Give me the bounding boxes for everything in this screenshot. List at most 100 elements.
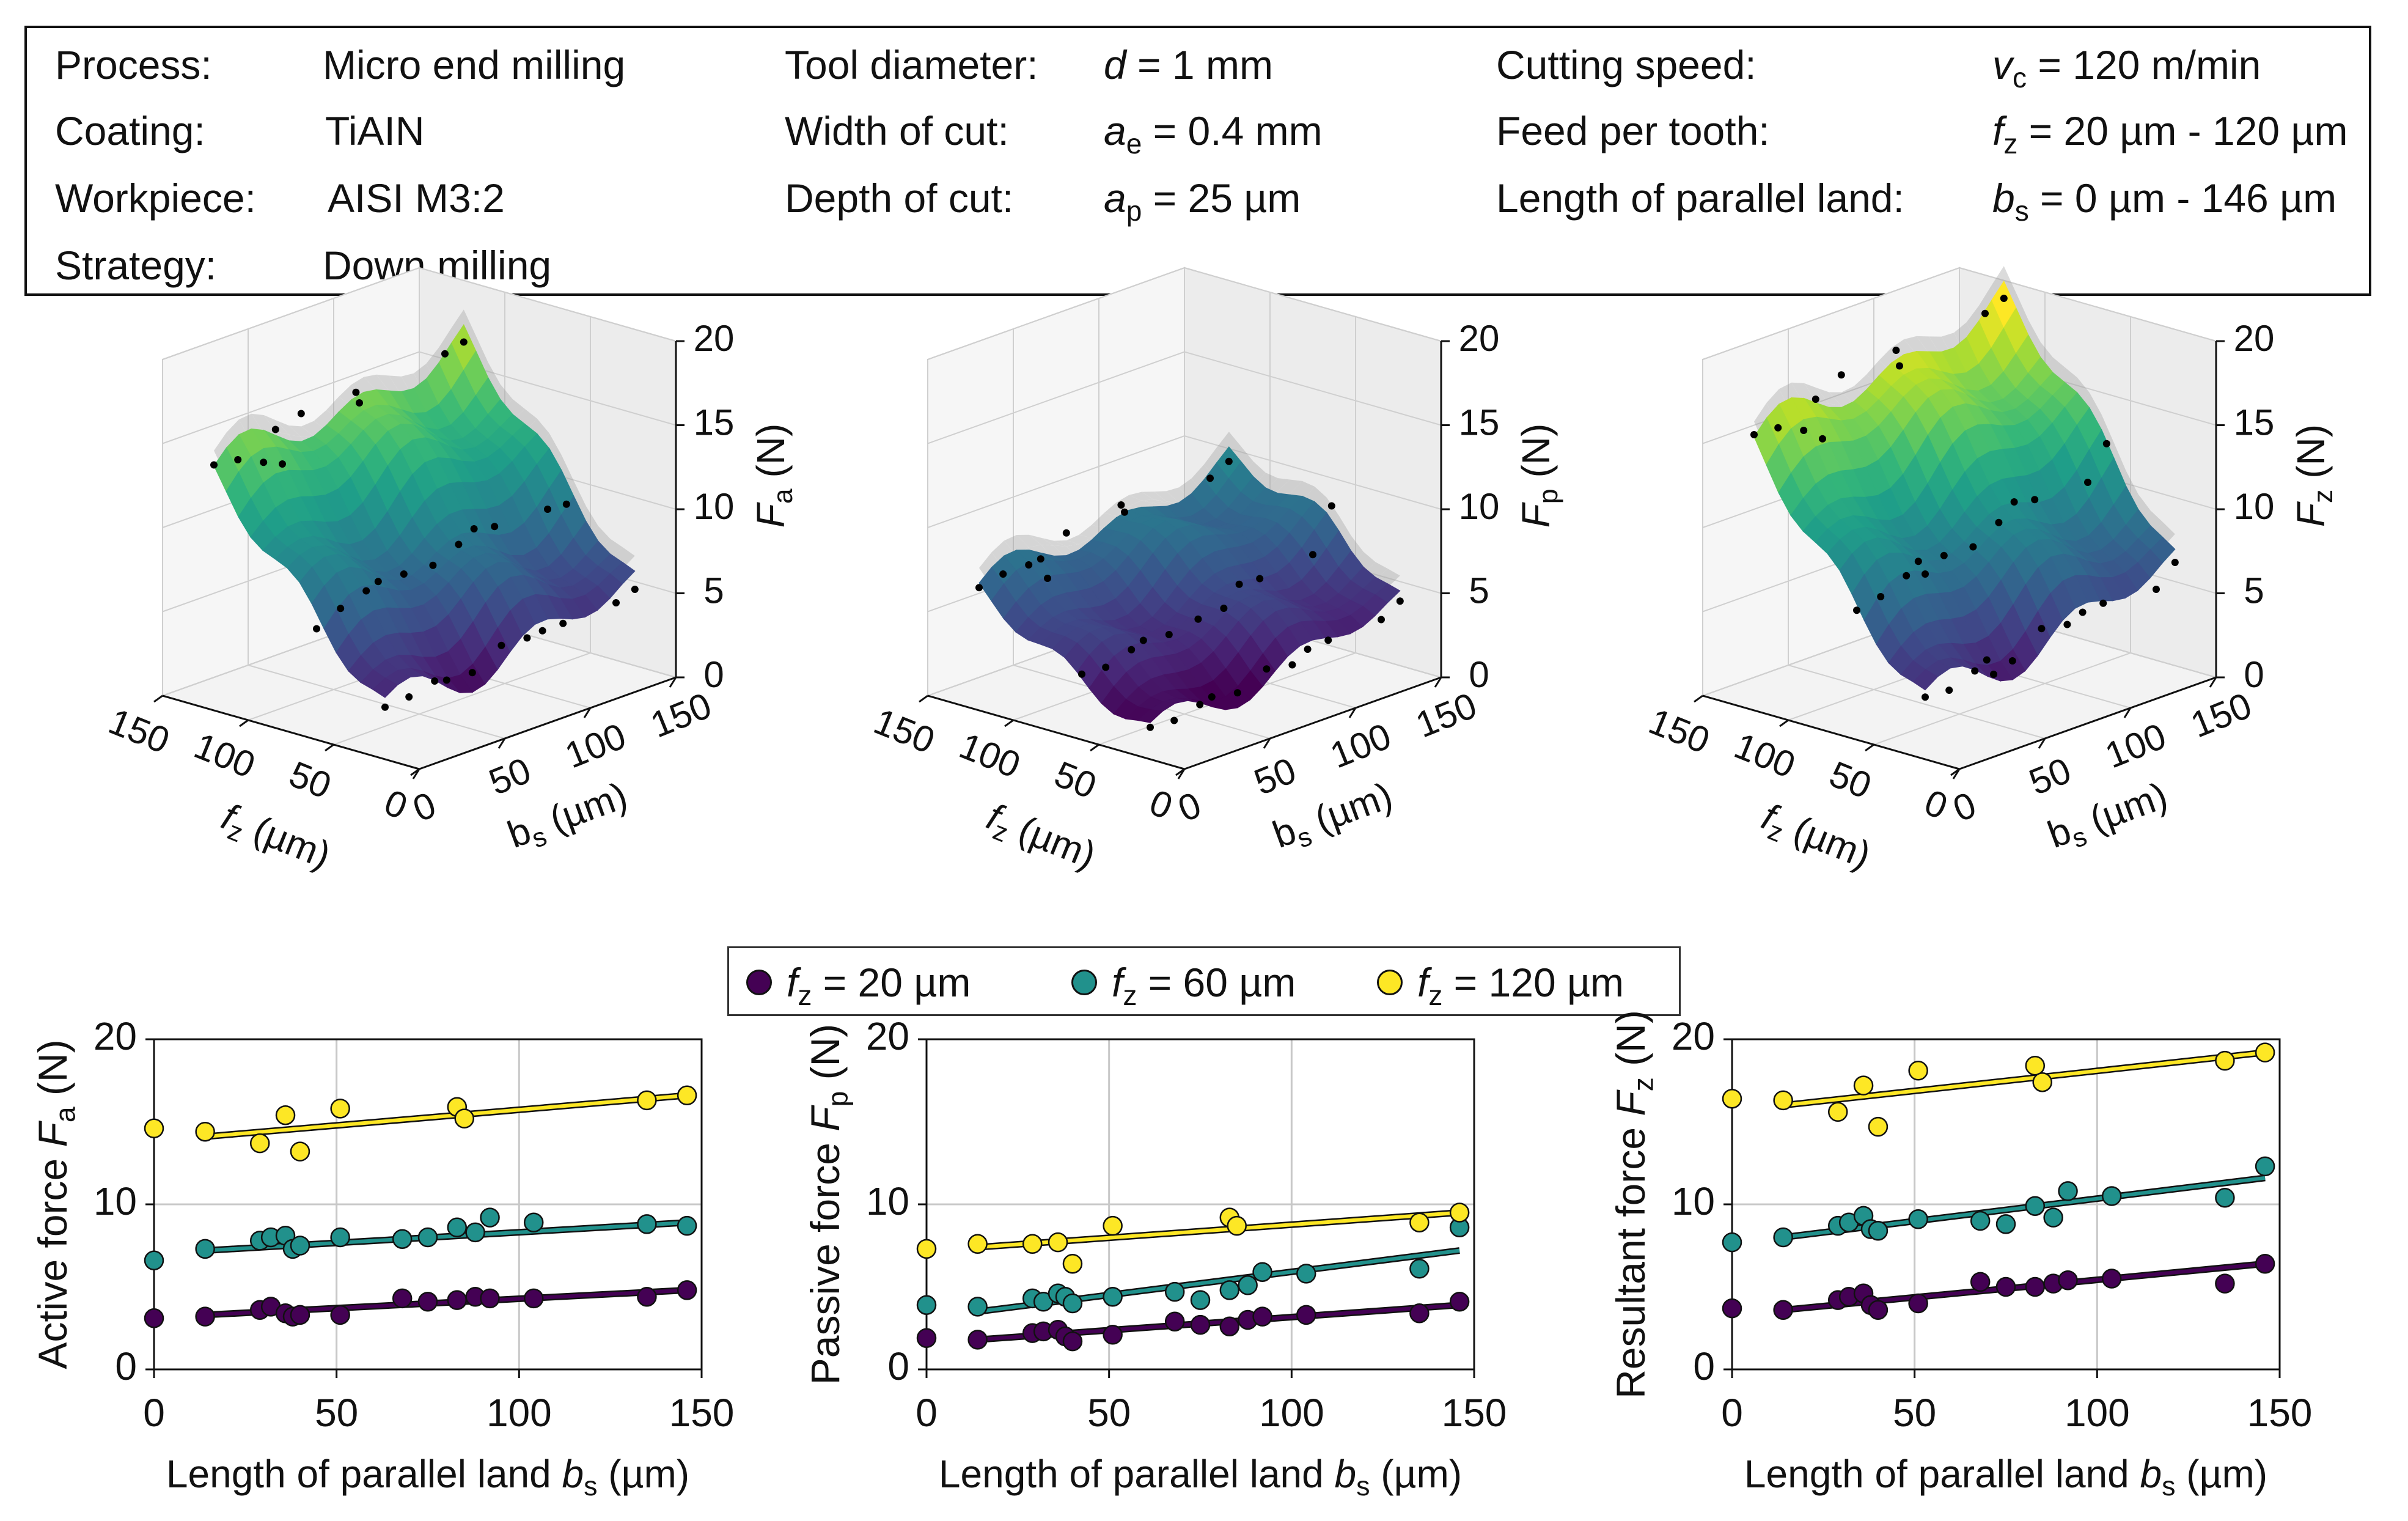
surface-shadow-patch <box>1904 336 1929 354</box>
y-axis-label-part: (N) <box>30 1039 75 1107</box>
bs-axis-label-part: (µm) <box>2075 775 2173 845</box>
data-point <box>1062 1331 1083 1352</box>
surface-data-point <box>442 676 450 684</box>
data-point <box>967 1234 988 1254</box>
surface-data-point <box>1037 555 1044 563</box>
data-point <box>330 1305 350 1325</box>
y-axis-label-part: F <box>802 1105 848 1132</box>
surface-data-point <box>1196 701 1204 709</box>
surface-data-point <box>1877 593 1885 600</box>
z-axis-tick-label: 15 <box>694 402 735 443</box>
fz-axis-tick <box>919 694 928 703</box>
surface-patch <box>1137 709 1164 723</box>
x-axis-label-part: (µm) <box>1370 1452 1463 1496</box>
surface-data-point <box>362 587 370 595</box>
y-axis-label-part: p <box>822 1091 854 1107</box>
param-width-of-cut-label: Width of cut: <box>785 108 1009 153</box>
fz-axis-tick <box>325 743 334 752</box>
surface-patch <box>372 677 398 698</box>
surface-shadow-patch <box>1141 499 1166 503</box>
surface-data-point <box>1812 396 1819 403</box>
z-axis-label-part: (N) <box>2289 424 2333 490</box>
y-axis-label-part: (N) <box>1608 1010 1653 1077</box>
data-point <box>1190 1314 1211 1335</box>
fit-line <box>1783 1050 2266 1107</box>
y-axis-label: Passive force Fp (N) <box>802 1024 853 1385</box>
surface-data-point <box>1147 723 1154 731</box>
bs-axis-tick-label: 100 <box>2099 715 2171 776</box>
param-process-label: Process: <box>55 42 212 87</box>
surface-shadow-patch <box>1816 388 1841 406</box>
x-axis-label-part: Length of parallel land <box>1744 1452 2140 1496</box>
data-point <box>1022 1234 1043 1254</box>
param-feed-per-tooth-label: Feed per tooth: <box>1496 108 1770 153</box>
surface-data-point <box>1896 362 1903 370</box>
x-axis-label-part: b <box>562 1452 584 1496</box>
data-point <box>1164 1311 1185 1331</box>
z-axis-tick-label: 10 <box>2234 486 2275 527</box>
z-axis-tick-label: 20 <box>1459 318 1500 359</box>
z-axis-tick-label: 5 <box>2244 570 2264 611</box>
surface-data-point <box>2099 599 2107 607</box>
surface-data-point <box>1327 502 1335 510</box>
surface-data-point <box>612 599 620 606</box>
surface-data-point <box>1774 424 1782 432</box>
surface-data-point <box>1128 646 1136 654</box>
data-point <box>1219 1316 1240 1337</box>
surface-shadow-patch <box>1154 491 1179 503</box>
data-point <box>1252 1262 1272 1282</box>
surface <box>978 446 1401 723</box>
y-axis-label-part: F <box>30 1120 75 1147</box>
x-axis-label-part: (µm) <box>598 1452 690 1496</box>
data-point <box>637 1286 657 1307</box>
param-depth-of-cut-label: Depth of cut: <box>785 175 1014 221</box>
legend-item-fz120: fz = 120 µm <box>1377 959 1624 1012</box>
fit-line <box>205 1093 688 1139</box>
fz-axis-tick-label: 100 <box>189 725 261 786</box>
data-point <box>637 1214 657 1234</box>
surface-data-point <box>374 578 382 586</box>
surface-data-point <box>1117 501 1125 509</box>
surface-data-point <box>1750 431 1758 438</box>
z-axis-label-part: F <box>1514 501 1558 528</box>
surface-data-point <box>1922 693 1929 701</box>
scatter-plot-resultant-force: 0 50 100 150 0 10 20 Length of parallel land bs… <box>1608 1010 2312 1501</box>
param-process-value: Micro end milling <box>323 42 626 87</box>
surface-data-point <box>2031 496 2039 504</box>
x-axis-tick-label: 150 <box>669 1391 735 1435</box>
fz-axis-tick-label: 150 <box>868 701 941 762</box>
grid-line-z <box>1702 267 2217 360</box>
z-axis-tick-label: 10 <box>694 486 735 527</box>
data-point <box>2101 1186 2122 1206</box>
x-axis-label-part: b <box>2140 1452 2162 1496</box>
bs-axis-tick-label: 50 <box>2024 749 2077 803</box>
bs-axis-tick <box>669 677 677 688</box>
data-point <box>1238 1275 1258 1295</box>
surface-shadow-patch <box>1129 492 1154 501</box>
fz-axis-label-part: (µm) <box>238 805 336 877</box>
surface-data-point <box>1044 575 1051 582</box>
surface-data-point <box>1170 716 1178 724</box>
data-point <box>417 1227 438 1248</box>
surface-data-point <box>468 669 476 677</box>
surface-data-point <box>400 570 408 578</box>
y-axis-label-part: F <box>1608 1089 1653 1116</box>
param-cutting-speed-value: vc = 120 m/min <box>1992 42 2261 94</box>
surface-data-point <box>1062 529 1070 537</box>
surface-data-point <box>1945 687 1953 694</box>
y-axis-label-part: z <box>1628 1077 1659 1091</box>
data-point <box>417 1292 438 1312</box>
data-point <box>1062 1293 1083 1314</box>
x-axis-tick-label: 50 <box>1087 1391 1131 1435</box>
legend: fz = 20 µm fz = 60 µm fz = 120 µm <box>727 946 1681 1016</box>
surface-data-point <box>271 425 279 433</box>
surface-shadow-patch <box>288 425 314 437</box>
y-axis-label: Active force Fa (N) <box>30 1039 81 1369</box>
z-axis-tick-label: 5 <box>1469 570 1489 611</box>
y-axis-label: Resultant force Fz (N) <box>1608 1010 1659 1399</box>
surface-data-point <box>2079 608 2087 616</box>
data-point <box>1062 1253 1083 1274</box>
surface-data-point <box>460 338 468 346</box>
data-point <box>1722 1088 1742 1109</box>
